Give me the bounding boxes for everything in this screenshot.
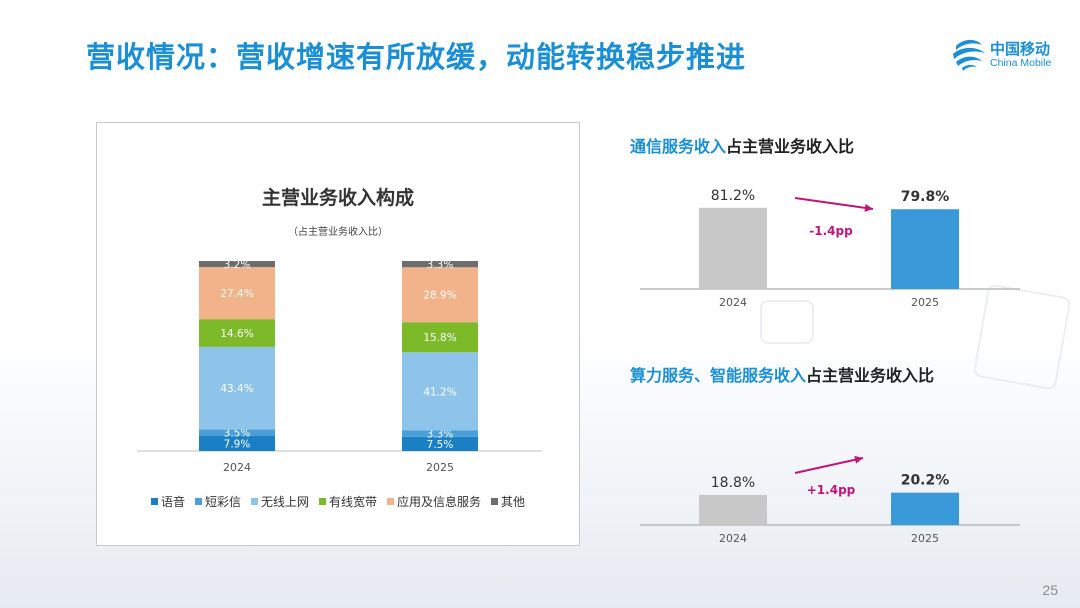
- segment-data-label: 14.6%: [220, 328, 253, 340]
- compute-revenue-section-title: 算力服务、智能服务收入占主营业务收入比: [630, 362, 934, 386]
- legend-item: 应用及信息服务: [387, 493, 481, 510]
- china-mobile-logo-icon: [953, 39, 985, 71]
- segment-data-label: 7.9%: [224, 438, 251, 450]
- stack-segment: [402, 322, 478, 353]
- legend-item: 有线宽带: [319, 493, 377, 510]
- page-title: 营收情况：营收增速有所放缓，动能转换稳步推进: [86, 40, 747, 74]
- compute-revenue-chart: 18.8% 2024 20.2% 2025 +1.4pp: [640, 455, 1020, 545]
- stack-segment: [199, 346, 275, 430]
- bar-data-label: 79.8%: [901, 189, 950, 205]
- bar: [699, 207, 767, 289]
- bar-data-label: 81.2%: [711, 188, 755, 204]
- bar: [891, 209, 959, 289]
- bar: [891, 492, 959, 525]
- bar: [699, 494, 767, 525]
- bar-data-label: 18.8%: [711, 475, 755, 491]
- legend-label: 无线上网: [260, 495, 309, 509]
- comm-revenue-section-title: 通信服务收入占主营业务收入比: [630, 133, 854, 157]
- legend-label: 其他: [501, 495, 526, 509]
- segment-data-label: 15.8%: [423, 332, 456, 344]
- legend-swatch: [250, 498, 258, 505]
- segment-data-label: 3.5%: [224, 428, 251, 440]
- x-tick-label: 2024: [719, 296, 747, 309]
- chart-title: 主营业务收入构成: [261, 187, 414, 209]
- logo-text-en: China Mobile: [990, 57, 1052, 69]
- trend-arrow-head: [864, 203, 873, 212]
- segment-data-label: 28.9%: [423, 290, 456, 302]
- chart-subtitle: （占主营业务收入比）: [288, 227, 388, 238]
- x-tick-label: 2024: [223, 461, 251, 474]
- page-number: 25: [1042, 582, 1058, 598]
- trend-arrow: [794, 457, 864, 474]
- china-mobile-logo: 中国移动 China Mobile: [950, 36, 1065, 76]
- legend-swatch: [194, 498, 202, 505]
- logo-text-cn: 中国移动: [990, 40, 1051, 58]
- legend-item: 短彩信: [194, 493, 241, 510]
- compute-revenue-title-highlight: 算力服务、智能服务收入: [630, 366, 807, 385]
- x-tick-label: 2025: [911, 532, 939, 545]
- comm-revenue-title-rest: 占主营业务收入比: [726, 137, 855, 156]
- legend-item: 语音: [150, 493, 185, 510]
- stack-segment: [402, 261, 478, 268]
- stacked-bar-chart: 7.9%3.5%43.4%14.6%27.4%3.2%20247.5%3.3%4…: [137, 259, 542, 474]
- stack-segment: [402, 436, 478, 451]
- x-tick-label: 2024: [719, 532, 747, 545]
- x-tick-label: 2025: [911, 296, 939, 309]
- stack-segment: [199, 429, 275, 436]
- legend-label: 有线宽带: [329, 495, 378, 509]
- segment-data-label: 27.4%: [220, 288, 253, 300]
- stack-segment: [402, 430, 478, 437]
- legend-label: 短彩信: [204, 495, 241, 509]
- segment-data-label: 3.3%: [427, 259, 454, 271]
- chart-legend: 语音 短彩信 无线上网 有线宽带 应用及信息服务 其他: [97, 493, 579, 510]
- compute-revenue-title-rest: 占主营业务收入比: [806, 366, 935, 385]
- legend-item: 其他: [491, 493, 525, 510]
- legend-swatch: [150, 498, 158, 505]
- trend-arrow-head: [854, 455, 863, 464]
- legend-item: 无线上网: [250, 493, 309, 510]
- legend-label: 语音: [160, 495, 185, 509]
- legend-swatch: [319, 498, 326, 505]
- bar-data-label: 20.2%: [901, 473, 950, 489]
- trend-arrow: [794, 197, 874, 210]
- stack-segment: [402, 267, 478, 323]
- stack-segment: [199, 319, 275, 347]
- segment-data-label: 7.5%: [427, 439, 454, 451]
- change-label: +1.4pp: [807, 483, 856, 497]
- legend-swatch: [387, 498, 395, 505]
- segment-data-label: 43.4%: [220, 383, 253, 395]
- stack-segment: [199, 435, 275, 451]
- legend-label: 应用及信息服务: [397, 495, 482, 509]
- change-label: -1.4pp: [809, 224, 853, 238]
- stack-segment: [402, 352, 478, 431]
- background-decoration: [760, 300, 814, 344]
- segment-data-label: 3.3%: [427, 429, 454, 441]
- revenue-composition-panel: 主营业务收入构成 （占主营业务收入比） 7.9% 3.5% 43.4% 14.6% 27…: [96, 122, 580, 546]
- stack-segment: [199, 261, 275, 268]
- comm-revenue-title-highlight: 通信服务收入: [630, 137, 727, 156]
- x-tick-label: 2025: [426, 461, 454, 474]
- comm-revenue-chart: 81.2% 2024 79.8% 2025 -1.4pp: [640, 188, 1020, 309]
- legend-swatch: [491, 498, 499, 505]
- segment-data-label: 3.2%: [224, 259, 251, 271]
- segment-data-label: 41.2%: [423, 386, 456, 398]
- stack-segment: [199, 267, 275, 320]
